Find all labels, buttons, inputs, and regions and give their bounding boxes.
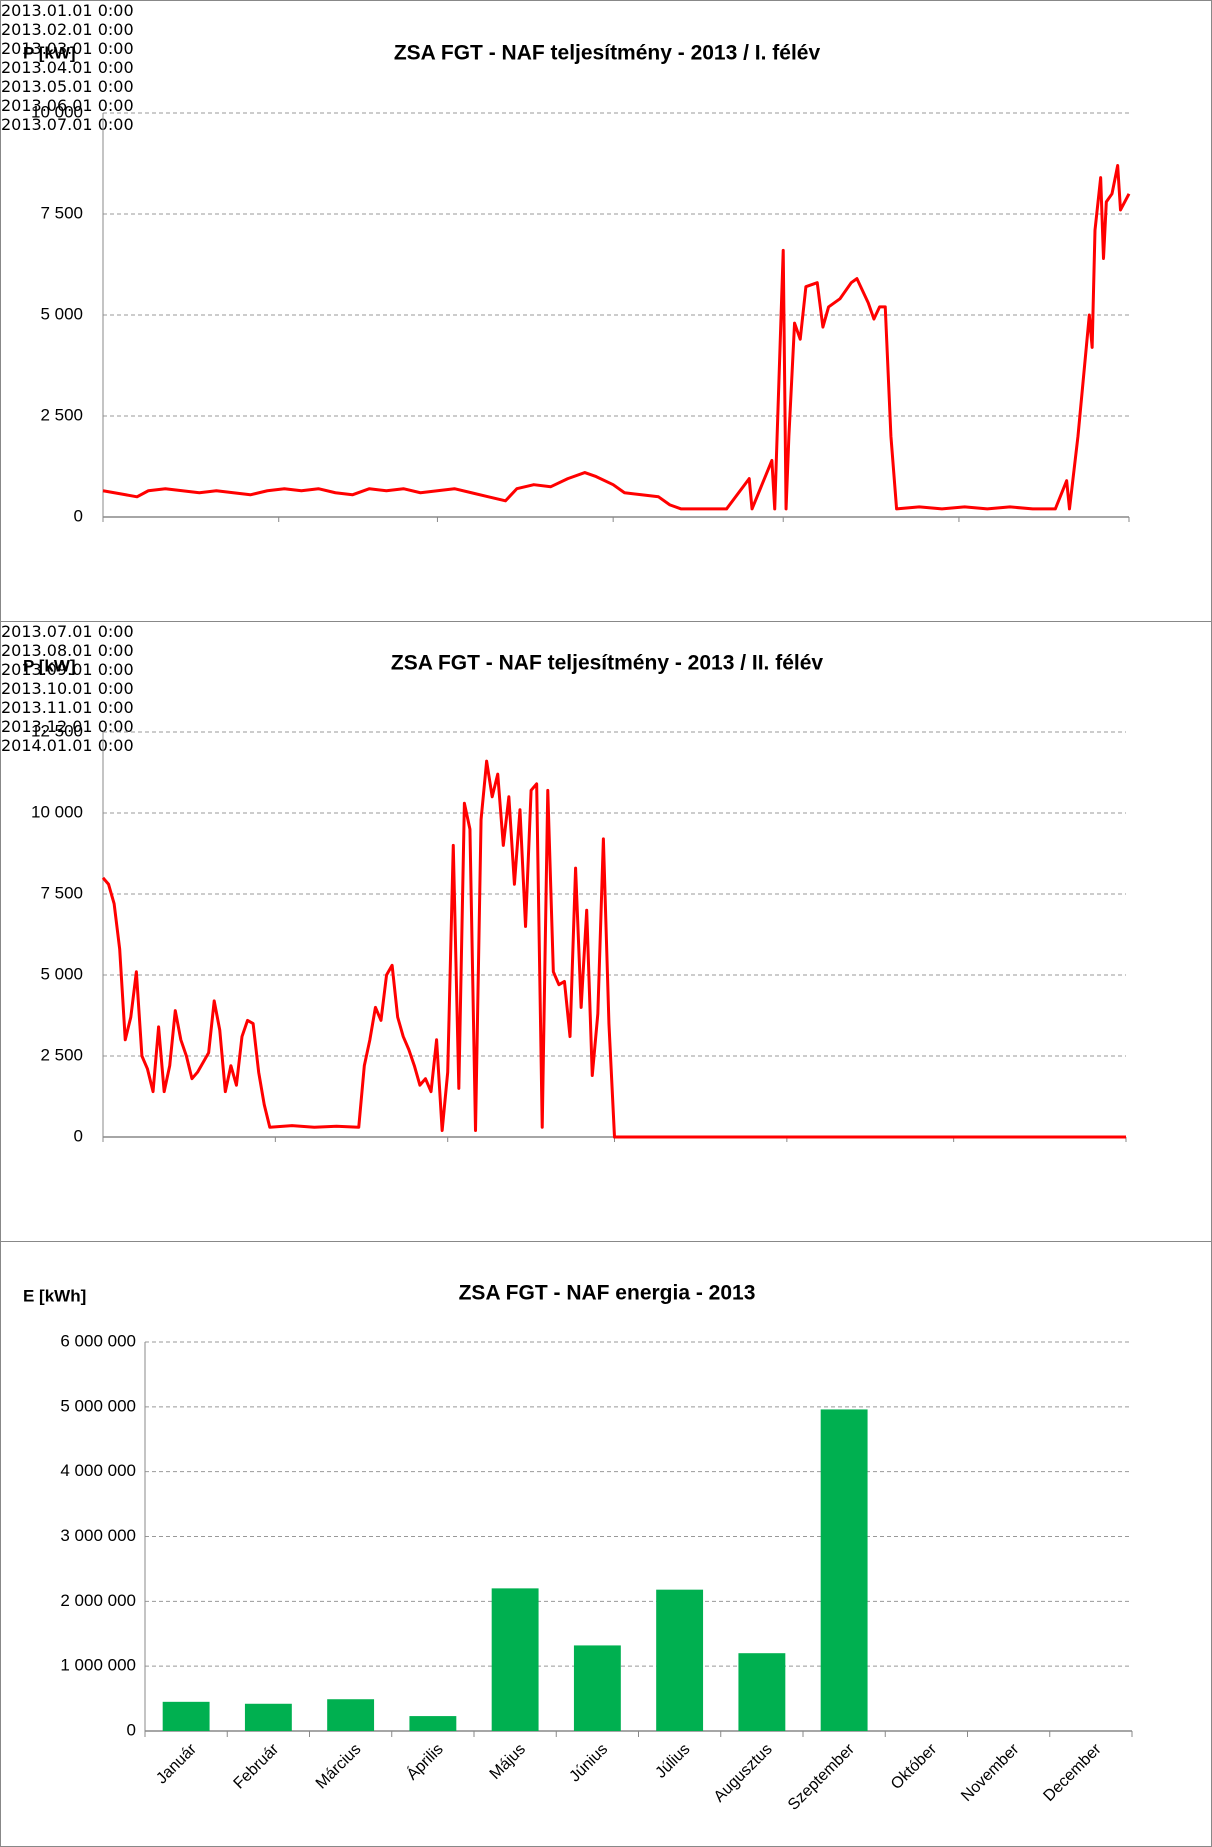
- chart-title: ZSA FGT - NAF teljesítmény - 2013 / I. f…: [394, 42, 821, 65]
- x-tick-label: Április: [402, 1739, 446, 1783]
- bar: [244, 1703, 292, 1731]
- y-axis-label: P [kW]: [23, 656, 76, 675]
- y-axis-label: P [kW]: [23, 43, 76, 62]
- x-tick-label: 2013.11.01 0:00: [1, 698, 134, 717]
- x-tick-label: 2013.05.01 0:00: [1, 77, 134, 96]
- bar: [327, 1699, 375, 1731]
- x-tick-label: Június: [566, 1741, 611, 1786]
- chart-title: ZSA FGT - NAF teljesítmény - 2013 / II. …: [391, 652, 823, 675]
- bar: [738, 1653, 786, 1731]
- chart: ZSA FGT - NAF teljesítmény - 2013 / II. …: [23, 652, 1127, 1145]
- data-line: [102, 164, 1131, 511]
- y-tick-label: 2 500: [40, 405, 83, 424]
- bar: [573, 1645, 621, 1731]
- x-tick-label: 2013.09.01 0:00: [1, 660, 134, 679]
- chart-panel: ZSA FGT - NAF teljesítmény - 2013 / I. f…: [1, 1, 1211, 621]
- chart-panel: ZSA FGT - NAF teljesítmény - 2013 / II. …: [1, 621, 1211, 1242]
- data-line: [101, 759, 1126, 1139]
- x-tick-label: December: [1040, 1740, 1105, 1805]
- y-tick-label: 0: [127, 1720, 136, 1739]
- bar: [656, 1589, 704, 1731]
- x-tick-label: 2013.12.01 0:00: [1, 717, 134, 736]
- chart-panel: ZSA FGT - NAF energia - 2013 E [kWh] 0 1 00…: [1, 1241, 1211, 1847]
- y-tick-label: 3 000 000: [60, 1526, 136, 1545]
- y-tick-label: 0: [74, 506, 83, 525]
- x-tick-label: Május: [487, 1741, 529, 1783]
- y-tick-label: 5 000: [40, 964, 83, 983]
- x-tick-label: 2013.10.01 0:00: [1, 679, 134, 698]
- y-tick-label: 6 000 000: [60, 1331, 136, 1350]
- x-tick-label: 2013.07.01 0:00: [1, 622, 134, 641]
- y-tick-label: 0: [74, 1126, 83, 1145]
- bar: [491, 1588, 539, 1731]
- chart-title: ZSA FGT - NAF energia - 2013: [459, 1282, 756, 1305]
- y-tick-label: 2 500: [40, 1045, 83, 1064]
- x-tick-label: 2013.06.01 0:00: [1, 96, 134, 115]
- y-tick-label: 5 000 000: [60, 1396, 136, 1415]
- x-tick-label: 2013.08.01 0:00: [1, 641, 134, 660]
- y-tick-label: 10 000: [31, 102, 83, 121]
- y-tick-label: 4 000 000: [60, 1461, 136, 1480]
- x-tick-label: Március: [313, 1741, 365, 1793]
- x-tick-label: 2013.01.01 0:00: [1, 1, 134, 20]
- bar: [409, 1716, 457, 1731]
- x-tick-label: Július: [652, 1741, 693, 1782]
- chart: ZSA FGT - NAF teljesítmény - 2013 / I. f…: [23, 42, 1131, 525]
- chart: ZSA FGT - NAF energia - 2013 E [kWh] 0 1 00…: [23, 1282, 1133, 1814]
- x-tick-label: 2013.04.01 0:00: [1, 58, 134, 77]
- x-tick-label: Január: [153, 1740, 200, 1787]
- x-tick-label: Február: [231, 1740, 283, 1792]
- y-tick-label: 2 000 000: [60, 1591, 136, 1610]
- x-tick-label: 2013.02.01 0:00: [1, 20, 134, 39]
- x-tick-label: Augusztus: [711, 1741, 776, 1806]
- x-tick-label: November: [958, 1740, 1023, 1805]
- x-tick-label: Szeptember: [785, 1740, 859, 1814]
- y-tick-label: 5 000: [40, 304, 83, 323]
- y-tick-label: 7 500: [40, 203, 83, 222]
- y-tick-label: 1 000 000: [60, 1656, 136, 1675]
- x-tick-label: 2013.07.01 0:00: [1, 115, 134, 134]
- bar: [820, 1409, 868, 1731]
- x-tick-label: 2013.03.01 0:00: [1, 39, 134, 58]
- x-tick-label: Október: [888, 1740, 941, 1793]
- y-tick-label: 10 000: [31, 802, 83, 821]
- y-tick-label: 12 500: [31, 721, 83, 740]
- x-tick-label: 2014.01.01 0:00: [1, 736, 134, 755]
- bar: [162, 1701, 210, 1731]
- y-axis-label: E [kWh]: [23, 1286, 86, 1305]
- y-tick-label: 7 500: [40, 883, 83, 902]
